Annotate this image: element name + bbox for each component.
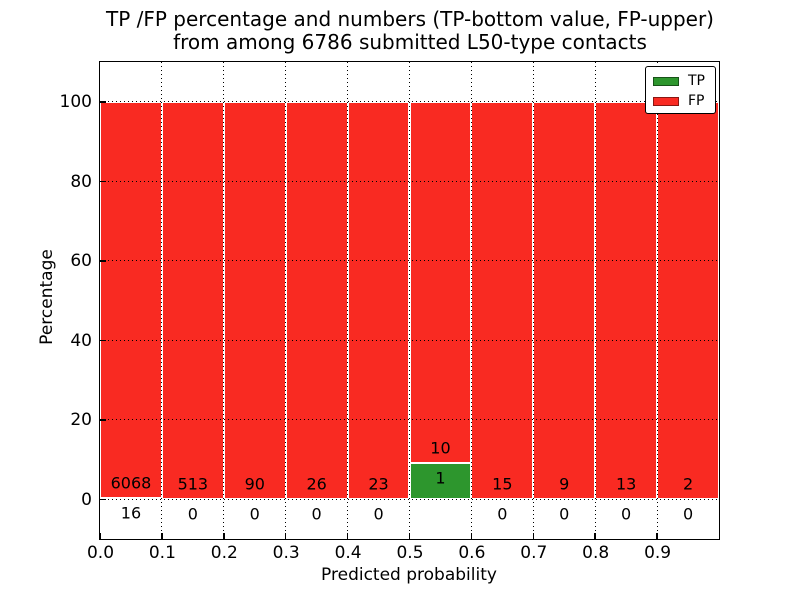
fp-bar xyxy=(595,101,658,500)
fp-count-label: 513 xyxy=(177,474,209,494)
y-tick-mark xyxy=(100,101,106,103)
y-tick-label: 80 xyxy=(70,171,92,192)
tp-bar xyxy=(409,463,472,500)
fp-bar xyxy=(409,101,472,464)
y-tick-mark xyxy=(100,498,106,500)
y-tick-mark xyxy=(100,180,106,182)
tp-count-label: 0 xyxy=(249,504,260,524)
x-tick-mark xyxy=(408,533,411,539)
y-tick-label: 100 xyxy=(59,92,92,113)
y-tick-mark xyxy=(100,419,106,421)
fp-bar xyxy=(471,101,534,500)
gridline-horizontal xyxy=(100,101,719,103)
fp-count-label: 9 xyxy=(559,474,570,494)
legend-entry-fp: FP xyxy=(653,91,715,111)
x-tick-label: 0.9 xyxy=(644,543,672,563)
x-tick-label: 0.6 xyxy=(458,543,486,563)
y-tick-label: 60 xyxy=(70,251,92,272)
tp-legend-swatch-icon xyxy=(653,76,679,86)
tp-count-label: 0 xyxy=(682,504,694,524)
gridline-vertical xyxy=(470,62,472,539)
x-tick-label: 0.2 xyxy=(210,543,238,563)
gridline-vertical xyxy=(347,62,349,539)
tp-count-label: 0 xyxy=(373,504,384,524)
x-tick-mark xyxy=(346,533,349,539)
gridline-vertical xyxy=(532,62,534,539)
legend: TP FP xyxy=(645,66,716,114)
fp-count-label: 15 xyxy=(492,474,513,494)
x-tick-label: 0.0 xyxy=(86,543,115,563)
x-tick-mark xyxy=(470,533,473,539)
tp-count-label: 16 xyxy=(120,503,142,523)
plot-area: 6068 16 513 0 90 0 26 0 23 0 10 1 15 0 9 0 13 0 2 0 xyxy=(99,61,720,540)
x-tick-label: 0.7 xyxy=(520,543,548,563)
tp-count-label: 0 xyxy=(311,504,322,524)
fp-bar xyxy=(100,101,162,499)
y-tick-label: 40 xyxy=(70,330,92,351)
chart-title-line1: TP /FP percentage and numbers (TP-bottom… xyxy=(106,7,714,31)
y-tick-label: 0 xyxy=(81,489,92,510)
x-axis-label: Predicted probability xyxy=(321,565,497,585)
x-tick-mark xyxy=(99,533,101,539)
fp-count-label: 2 xyxy=(682,474,694,494)
x-tick-mark xyxy=(284,533,287,539)
fp-count-label: 10 xyxy=(430,438,451,458)
legend-label-fp: FP xyxy=(688,93,705,109)
fp-count-label: 6068 xyxy=(110,473,152,493)
fp-bar xyxy=(161,101,224,500)
y-tick-label: 20 xyxy=(70,410,92,431)
fp-count-label: 13 xyxy=(615,474,637,494)
x-tick-mark xyxy=(594,533,596,539)
gridline-horizontal xyxy=(100,260,719,262)
chart-title: TP /FP percentage and numbers (TP-bottom… xyxy=(106,8,714,54)
fp-bar xyxy=(285,101,348,500)
y-tick-mark xyxy=(100,260,106,262)
x-tick-mark xyxy=(656,533,658,539)
gridline-vertical xyxy=(594,62,596,539)
x-tick-label: 0.3 xyxy=(272,543,300,563)
tp-count-label: 0 xyxy=(187,504,198,524)
gridline-vertical xyxy=(409,62,410,539)
x-tick-label: 0.5 xyxy=(396,543,424,563)
fp-bar xyxy=(533,101,596,500)
x-tick-mark xyxy=(532,533,535,539)
fp-count-label: 26 xyxy=(306,474,327,494)
chart-title-line2: from among 6786 submitted L50-type conta… xyxy=(173,30,647,54)
gridline-vertical xyxy=(285,62,287,539)
fp-count-label: 90 xyxy=(244,474,265,494)
y-tick-mark xyxy=(100,339,106,341)
x-tick-label: 0.8 xyxy=(582,543,610,563)
legend-entry-tp: TP xyxy=(653,71,715,91)
fp-bar xyxy=(223,101,286,500)
gridline-vertical xyxy=(656,62,658,539)
tp-count-label: 0 xyxy=(559,504,570,524)
x-tick-label: 0.1 xyxy=(148,543,176,563)
tp-count-label: 0 xyxy=(497,504,508,524)
tp-count-label: 0 xyxy=(621,504,632,524)
fp-bar xyxy=(657,101,719,500)
fp-bar xyxy=(347,101,410,500)
x-tick-label: 0.4 xyxy=(334,543,362,563)
gridline-horizontal xyxy=(100,180,719,182)
fp-legend-swatch-icon xyxy=(653,96,679,106)
gridline-horizontal xyxy=(100,419,719,421)
fp-count-label: 23 xyxy=(368,474,389,494)
legend-label-tp: TP xyxy=(688,73,705,89)
x-tick-mark xyxy=(223,533,225,539)
tp-count-label: 1 xyxy=(435,468,446,488)
gridline-horizontal xyxy=(100,339,719,341)
gridline-vertical xyxy=(161,62,163,539)
gridline-horizontal xyxy=(100,498,719,500)
x-tick-mark xyxy=(161,533,163,539)
gridline-vertical xyxy=(223,62,225,539)
